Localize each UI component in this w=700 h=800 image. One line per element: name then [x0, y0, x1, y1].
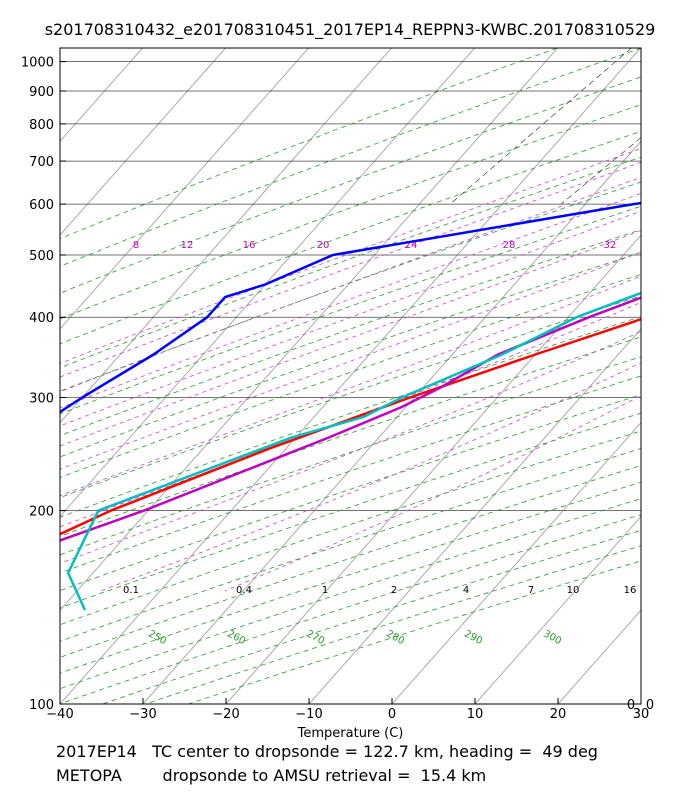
y-tick-label: 800 [29, 118, 54, 133]
mixing-ratio-bottom-label: 16 [624, 585, 637, 596]
moist-adiabat-line [60, 302, 641, 528]
y-tick-label: 700 [29, 155, 54, 170]
dry-adiabat-label: 300 [541, 628, 563, 647]
moist-adiabat-line [60, 251, 641, 470]
mixing-ratio-top-label: 8 [133, 240, 139, 251]
dry-adiabat-line [60, 48, 558, 240]
y-tick-label: 600 [29, 198, 54, 213]
corner-label-right: 0 [646, 698, 654, 713]
moist-adiabat-line [100, 362, 641, 592]
mixing-ratio-top-label: 16 [243, 240, 256, 251]
x-axis-label: Temperature (C) [297, 726, 404, 741]
x-tick-label: 10 [467, 707, 484, 722]
dry-adiabat-line [60, 251, 641, 458]
isotherm-line [391, 421, 641, 704]
dry-adiabat-label: 250 [146, 628, 168, 647]
isotherm-line [60, 48, 226, 236]
mixing-ratio-bottom-label: 0.4 [236, 585, 252, 596]
y-tick-label: 500 [29, 249, 54, 264]
dry-adiabat-line [60, 274, 641, 478]
dry-adiabat-line [60, 205, 641, 415]
x-tick-label: −40 [46, 707, 73, 722]
caption-retrieval: METOPA dropsonde to AMSU retrieval = 15.… [56, 766, 487, 785]
mixing-ratio-top-label: 24 [405, 240, 418, 251]
moist-adiabat-line [224, 395, 641, 592]
dry-adiabat-line [60, 48, 641, 267]
isotherm-line [60, 48, 392, 424]
isotherm-line [640, 703, 641, 704]
isotherm-line [225, 234, 641, 704]
x-tick-label: 0 [388, 707, 396, 722]
dry-adiabat-line [60, 514, 641, 704]
mixing-ratio-bottom-label: 10 [567, 585, 580, 596]
isotherm-line [60, 48, 558, 611]
caption-distance: 2017EP14 TC center to dropsonde = 122.7 … [56, 742, 598, 761]
dry-adiabat-label: 270 [304, 628, 326, 647]
mixing-ratio-bottom-label: 4 [463, 585, 469, 596]
plot-frame [59, 47, 642, 705]
dry-adiabat-label: 260 [225, 628, 247, 647]
dry-adiabat-line [60, 76, 641, 294]
profile-line-1 [60, 317, 641, 536]
chart-title: s201708310432_e201708310451_2017EP14_REP… [44, 20, 656, 39]
corner-label-left: 0 [627, 698, 635, 713]
moist-adiabat-line [60, 192, 641, 409]
dry-adiabat-line [60, 156, 641, 369]
mixing-ratio-bottom-label: 2 [391, 585, 397, 596]
profile-line-2 [60, 296, 641, 542]
isotherm-line [60, 48, 143, 143]
mixing-ratio-top-label: 28 [503, 240, 516, 251]
profile-line-4 [60, 201, 641, 414]
moist-adiabat-line [60, 229, 641, 447]
dry-adiabat-label: 280 [384, 628, 406, 647]
y-tick-label: 1000 [21, 56, 54, 71]
y-tick-label: 300 [29, 392, 54, 407]
mixing-ratio-top-label: 32 [604, 240, 617, 251]
x-tick-label: −30 [129, 707, 156, 722]
mixing-ratio-line [560, 137, 641, 205]
isotherm-line [557, 609, 641, 704]
dry-adiabat-label: 290 [462, 628, 484, 647]
y-tick-label: 400 [29, 311, 54, 326]
dry-adiabat-line [60, 130, 641, 345]
profiles [60, 201, 641, 611]
isotherm-line [474, 515, 641, 704]
moist-adiabat-line [60, 331, 641, 564]
isotherm-line [0, 48, 60, 704]
moist-adiabat-line [60, 161, 641, 378]
x-tick-label: 30 [633, 707, 650, 722]
y-tick-label: 100 [29, 698, 54, 713]
dry-adiabat-line [145, 545, 641, 704]
mixing-ratio-bottom-label: 0.1 [123, 585, 139, 596]
isotherm-line [60, 48, 641, 704]
x-tick-label: −20 [212, 707, 239, 722]
isotherm-line [60, 48, 475, 518]
mixing-ratio-top-label: 12 [181, 240, 194, 251]
profile-line-3 [66, 291, 641, 611]
mixing-ratio-bottom-label: 7 [528, 585, 534, 596]
x-tick-label: 20 [550, 707, 567, 722]
isotherm-line [142, 140, 641, 704]
isotherm-line [308, 328, 641, 704]
mixing-ratio-line [643, 48, 700, 204]
background-grid [0, 48, 700, 704]
mixing-ratio-bottom-label: 1 [322, 585, 328, 596]
x-tick-label: −10 [295, 707, 322, 722]
mixing-ratio-line [449, 48, 632, 205]
y-tick-label: 200 [29, 505, 54, 520]
isotherm-line [60, 48, 309, 330]
y-tick-label: 900 [29, 85, 54, 100]
mixing-ratio-top-label: 20 [317, 240, 330, 251]
